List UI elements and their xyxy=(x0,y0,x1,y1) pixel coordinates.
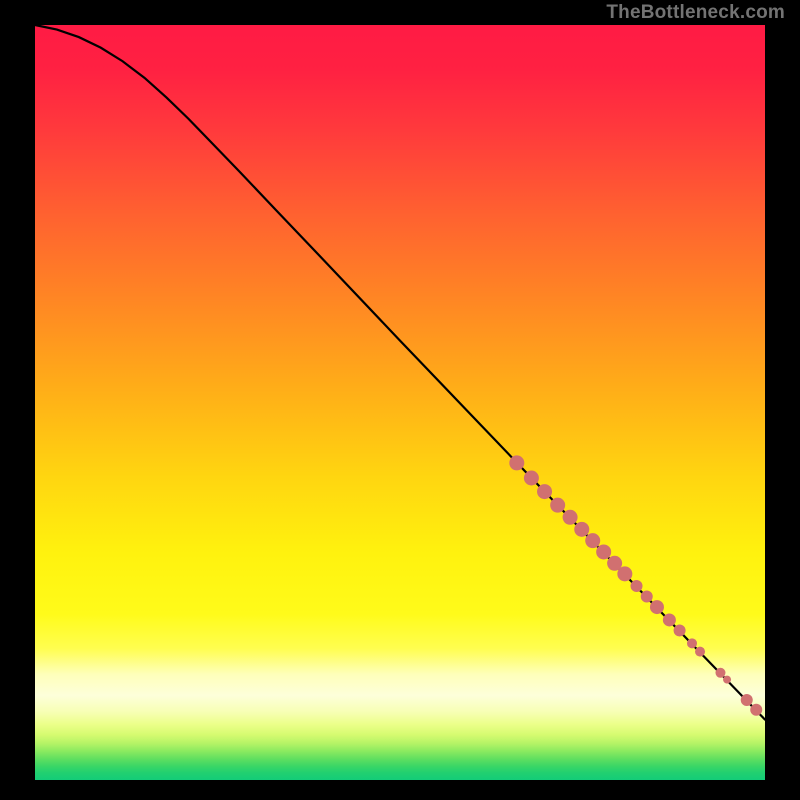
data-marker xyxy=(563,510,578,525)
data-marker xyxy=(715,668,725,678)
data-marker xyxy=(741,694,753,706)
bottleneck-chart xyxy=(0,0,800,800)
data-marker xyxy=(723,676,731,684)
data-marker xyxy=(687,638,697,648)
data-marker xyxy=(524,471,539,486)
plot-background xyxy=(35,25,765,780)
data-marker xyxy=(650,600,664,614)
chart-stage: TheBottleneck.com xyxy=(0,0,800,800)
data-marker xyxy=(617,566,632,581)
data-marker xyxy=(585,533,600,548)
data-marker xyxy=(674,625,686,637)
data-marker xyxy=(663,613,676,626)
data-marker xyxy=(750,704,762,716)
watermark-text: TheBottleneck.com xyxy=(606,2,785,24)
data-marker xyxy=(550,498,565,513)
data-marker xyxy=(509,455,524,470)
data-marker xyxy=(641,591,653,603)
data-marker xyxy=(631,580,643,592)
data-marker xyxy=(574,522,589,537)
data-marker xyxy=(695,647,705,657)
data-marker xyxy=(537,484,552,499)
data-marker xyxy=(596,544,611,559)
